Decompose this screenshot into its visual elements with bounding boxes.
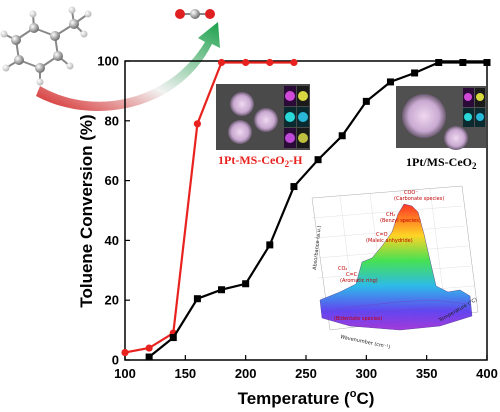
label-1pt-ms-ceo2-h-sub: 2 xyxy=(285,159,290,169)
inset-annotation: (Carbonate species) xyxy=(394,196,444,202)
series-1-point xyxy=(386,78,394,86)
x-tick-label: 400 xyxy=(476,366,498,381)
inset-annotation: C=O xyxy=(376,232,388,238)
sem-image-1pt-ms-ceo2 xyxy=(396,86,486,150)
label-1pt-ms-ceo2-sub: 2 xyxy=(472,161,477,171)
inset-annotation: C=C xyxy=(346,272,358,278)
x-tick-label: 300 xyxy=(355,366,377,381)
inset-annotation: CO₂ xyxy=(338,266,347,272)
toluene-molecule-illustration xyxy=(0,6,92,86)
x-axis-label-main: Temperature ( xyxy=(238,389,350,408)
series-1-point xyxy=(435,58,443,66)
x-tick-label: 100 xyxy=(114,366,136,381)
series-0-point xyxy=(193,120,201,128)
series-0-point xyxy=(266,58,274,67)
series-1-point xyxy=(362,97,370,105)
inset-annotation: (Benzyl species) xyxy=(380,218,421,224)
inset-axis-label: Wavenumber (cm⁻¹) xyxy=(340,334,391,350)
x-axis-ticks: 100 150 200 250 300 350 400 xyxy=(114,355,498,381)
label-1pt-ms-ceo2-h: 1Pt-MS-CeO2-H xyxy=(218,153,303,169)
series-1-point xyxy=(266,241,274,249)
series-1-point xyxy=(338,132,346,140)
series-0-point xyxy=(242,58,250,67)
y-tick-label: 80 xyxy=(105,113,119,128)
series-0-point xyxy=(217,58,226,67)
co2-molecule-illustration xyxy=(175,9,215,19)
series-0-point xyxy=(145,344,153,352)
y-tick-label: 60 xyxy=(105,173,119,188)
y-tick-label: 20 xyxy=(105,293,119,308)
y-tick-label: 0 xyxy=(112,353,119,368)
inset-axis-label: Absorbance (a.u.) xyxy=(312,225,323,270)
series-0-point xyxy=(290,58,298,67)
label-1pt-ms-ceo2-main: 1Pt/MS-CeO xyxy=(406,155,472,169)
inset-annotation: (Maleic anhydride) xyxy=(366,238,413,244)
y-tick-label: 100 xyxy=(97,54,119,69)
series-1-point xyxy=(290,183,298,191)
y-axis-label: Toluene Conversion (%) xyxy=(77,114,96,307)
series-layer xyxy=(121,58,491,361)
sem-image-1pt-ms-ceo2-h xyxy=(216,84,310,150)
label-1pt-ms-ceo2-h-main: 1Pt-MS-CeO xyxy=(218,153,285,167)
inset-annotation: COO⁻ xyxy=(404,190,418,196)
x-tick-label: 350 xyxy=(416,366,438,381)
x-tick-label: 150 xyxy=(174,366,196,381)
x-axis-label-degree: o xyxy=(350,388,357,400)
series-1-point xyxy=(314,156,322,164)
drifts-3d-surface-inset: COO⁻ (Carbonate species) CH₂ (Benzyl spe… xyxy=(311,185,478,351)
series-1-point xyxy=(242,280,250,288)
x-axis-label: Temperature (oC) xyxy=(238,388,375,408)
x-tick-label: 250 xyxy=(295,366,317,381)
series-1-point xyxy=(483,58,491,66)
inset-annotation: (Aromatic ring) xyxy=(340,278,378,284)
x-tick-label: 200 xyxy=(235,366,257,381)
series-1-point xyxy=(459,58,467,66)
label-1pt-ms-ceo2-h-tail: -H xyxy=(289,153,303,167)
y-tick-label: 40 xyxy=(105,233,119,248)
inset-annotation: CH₂ xyxy=(386,212,395,218)
inset-annotation: (Bidentate species) xyxy=(334,316,383,322)
series-1-point xyxy=(169,334,177,342)
reaction-arrow xyxy=(36,22,220,111)
series-0-point xyxy=(121,348,129,357)
series-1-point xyxy=(218,286,226,294)
series-1-point xyxy=(193,295,201,303)
series-1-point xyxy=(145,353,153,361)
y-axis-ticks: 0 20 40 60 80 100 xyxy=(97,54,130,368)
x-axis-label-unit: C) xyxy=(356,389,374,408)
series-line-0 xyxy=(124,61,294,354)
label-1pt-ms-ceo2: 1Pt/MS-CeO2 xyxy=(406,155,477,171)
series-1-point xyxy=(411,69,419,77)
